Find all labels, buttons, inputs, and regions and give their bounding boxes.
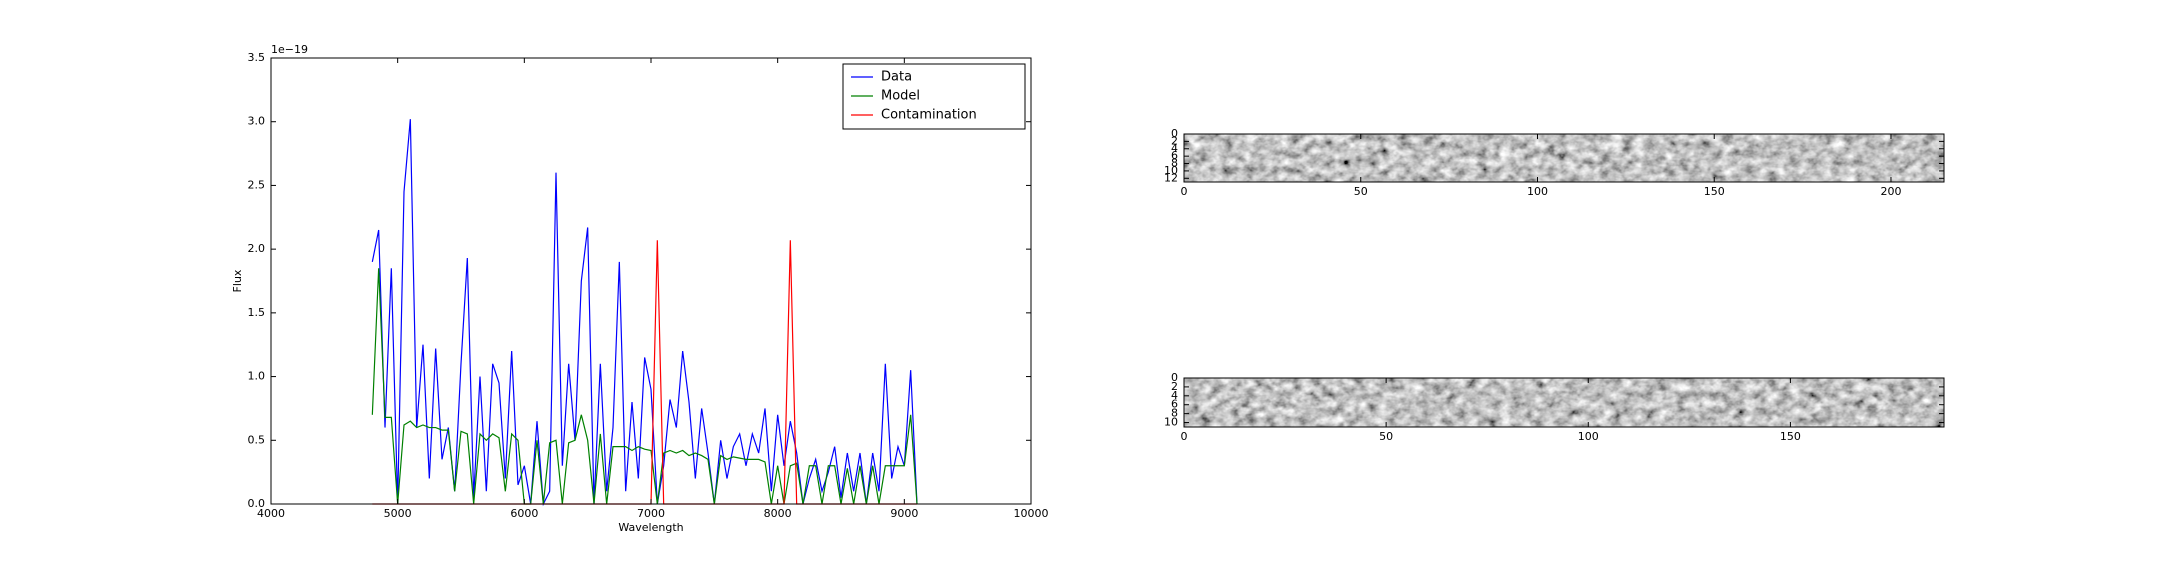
x-tick-label: 8000 xyxy=(764,507,792,520)
x-tick-label: 0 xyxy=(1181,185,1188,198)
y-tick-label: 8 xyxy=(1171,157,1178,170)
legend-label: Data xyxy=(881,70,912,85)
y-offset-label: 1e−19 xyxy=(271,43,308,56)
y-axis-label: Flux xyxy=(231,269,244,292)
y-tick-label: 0 xyxy=(1171,371,1178,384)
y-tick-label: 3.0 xyxy=(248,115,266,128)
y-tick-label: 10 xyxy=(1164,416,1178,429)
x-tick-label: 200 xyxy=(1880,185,1901,198)
y-tick-label: 10 xyxy=(1164,164,1178,177)
y-tick-label: 6 xyxy=(1171,398,1178,411)
y-tick-label: 4 xyxy=(1171,389,1178,402)
x-axis-label: Wavelength xyxy=(618,521,683,534)
x-tick-label: 150 xyxy=(1780,430,1801,443)
x-tick-label: 7000 xyxy=(637,507,665,520)
legend-box xyxy=(842,63,1026,130)
x-tick-label: 10000 xyxy=(1014,507,1049,520)
y-tick-label: 2 xyxy=(1171,134,1178,147)
y-tick-label: 4 xyxy=(1171,142,1178,155)
y-tick-label: 8 xyxy=(1171,407,1178,420)
x-tick-label: 50 xyxy=(1354,185,1368,198)
x-tick-label: 150 xyxy=(1704,185,1725,198)
x-tick-label: 4000 xyxy=(257,507,285,520)
x-tick-label: 100 xyxy=(1527,185,1548,198)
y-tick-label: 1.5 xyxy=(248,306,266,319)
y-tick-label: 2.5 xyxy=(248,178,266,191)
x-tick-label: 9000 xyxy=(890,507,918,520)
image-texture xyxy=(1184,134,1944,182)
y-tick-label: 0.0 xyxy=(248,497,266,510)
y-tick-label: 3.5 xyxy=(248,51,266,64)
x-tick-label: 6000 xyxy=(510,507,538,520)
x-tick-label: 5000 xyxy=(384,507,412,520)
y-tick-label: 6 xyxy=(1171,149,1178,162)
legend-label: Contamination xyxy=(881,108,977,123)
y-tick-label: 0 xyxy=(1171,127,1178,140)
image-texture xyxy=(1184,378,1944,427)
x-tick-label: 0 xyxy=(1181,430,1188,443)
x-tick-label: 50 xyxy=(1379,430,1393,443)
y-tick-label: 2.0 xyxy=(248,242,266,255)
legend-label: Model xyxy=(881,89,920,104)
axes-frame xyxy=(1183,133,1945,183)
y-tick-label: 1.0 xyxy=(248,370,266,383)
y-tick-label: 0.5 xyxy=(248,433,266,446)
data-line xyxy=(371,268,918,505)
axes-frame xyxy=(1183,377,1945,428)
data-line xyxy=(372,240,917,505)
data-line xyxy=(371,119,918,507)
x-tick-label: 100 xyxy=(1578,430,1599,443)
y-tick-label: 12 xyxy=(1164,171,1178,184)
y-tick-label: 2 xyxy=(1171,380,1178,393)
